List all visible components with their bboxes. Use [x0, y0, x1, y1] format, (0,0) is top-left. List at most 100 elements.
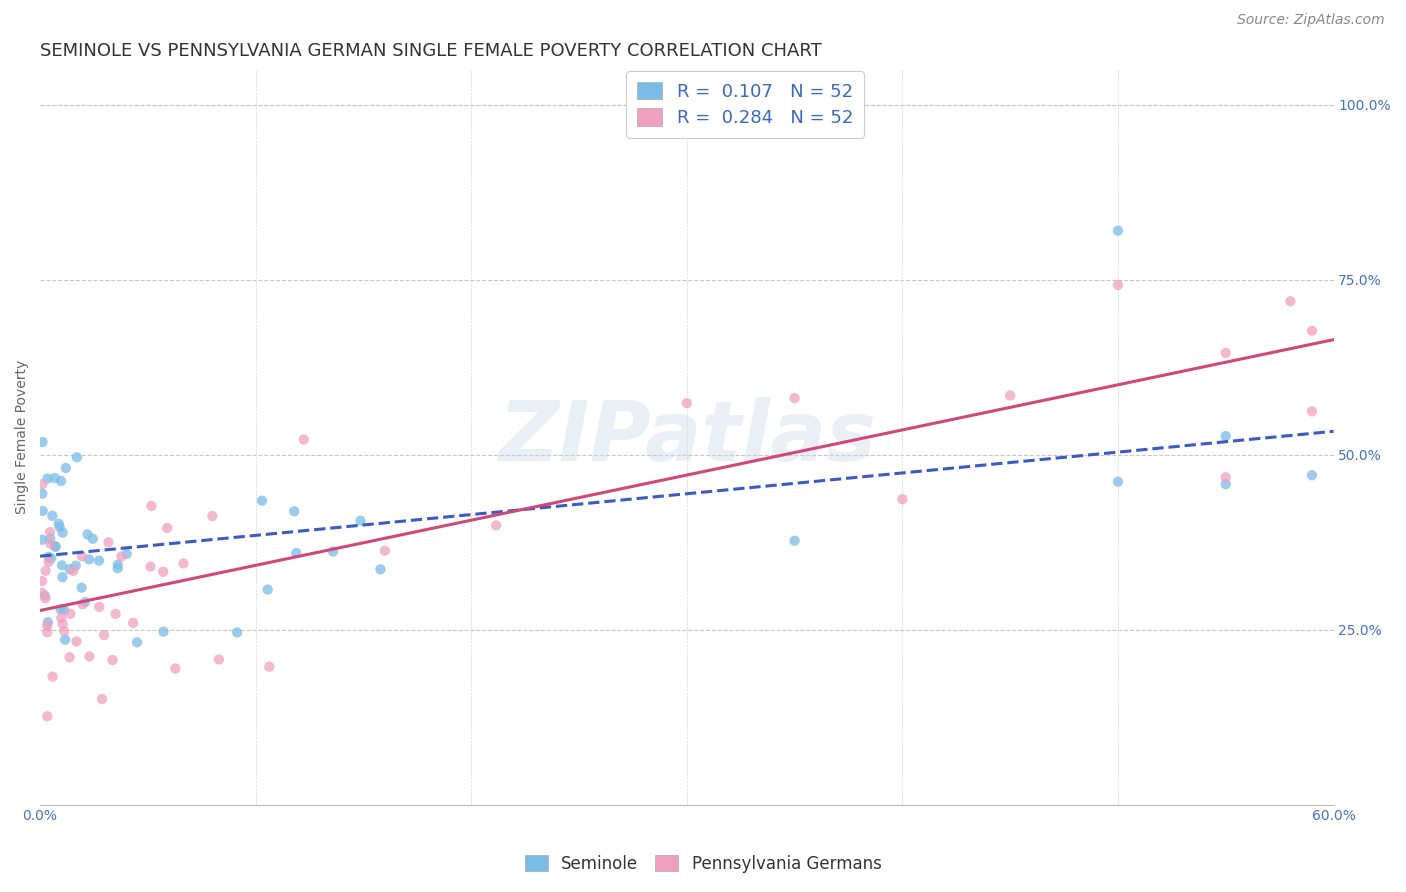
- Point: [53, 624, 76, 639]
- Point: [1301, 404, 1323, 418]
- Point: [37, 619, 59, 633]
- Point: [1215, 429, 1237, 443]
- Text: SEMINOLE VS PENNSYLVANIA GERMAN SINGLE FEMALE POVERTY CORRELATION CHART: SEMINOLE VS PENNSYLVANIA GERMAN SINGLE F…: [41, 42, 823, 60]
- Point: [208, 652, 231, 666]
- Point: [59, 650, 82, 665]
- Point: [783, 391, 806, 405]
- Point: [31, 586, 53, 600]
- Text: Source: ZipAtlas.com: Source: ZipAtlas.com: [1237, 13, 1385, 28]
- Point: [39, 525, 62, 540]
- Point: [34, 564, 56, 578]
- Point: [292, 433, 315, 447]
- Point: [79, 649, 101, 664]
- Point: [87, 553, 110, 567]
- Point: [125, 635, 148, 649]
- Point: [39, 551, 62, 566]
- Point: [1301, 468, 1323, 483]
- Point: [998, 388, 1021, 402]
- Point: [37, 625, 59, 640]
- Point: [283, 504, 305, 518]
- Point: [31, 533, 53, 547]
- Point: [44, 540, 66, 554]
- Point: [1215, 346, 1237, 360]
- Point: [52, 525, 75, 540]
- Point: [34, 591, 56, 606]
- Point: [97, 535, 120, 549]
- Point: [91, 692, 114, 706]
- Point: [1107, 224, 1129, 238]
- Point: [41, 508, 63, 523]
- Point: [37, 615, 59, 630]
- Point: [675, 396, 697, 410]
- Point: [65, 634, 87, 648]
- Point: [31, 574, 53, 588]
- Point: [38, 549, 60, 564]
- Point: [783, 533, 806, 548]
- Point: [259, 659, 281, 673]
- Point: [89, 599, 111, 614]
- Point: [34, 589, 56, 603]
- Point: [31, 477, 53, 491]
- Point: [891, 492, 914, 507]
- Point: [93, 628, 115, 642]
- Point: [52, 617, 75, 632]
- Point: [107, 558, 129, 572]
- Point: [44, 471, 66, 485]
- Point: [76, 527, 98, 541]
- Legend: Seminole, Pennsylvania Germans: Seminole, Pennsylvania Germans: [517, 848, 889, 880]
- Point: [256, 582, 278, 597]
- Point: [285, 546, 308, 560]
- Point: [31, 504, 53, 518]
- Point: [107, 561, 129, 575]
- Point: [152, 624, 174, 639]
- Y-axis label: Single Female Poverty: Single Female Poverty: [15, 360, 30, 515]
- Point: [45, 540, 67, 554]
- Point: [156, 521, 179, 535]
- Point: [322, 544, 344, 558]
- Point: [48, 516, 70, 531]
- Point: [49, 474, 72, 488]
- Point: [104, 607, 127, 621]
- Text: ZIPatlas: ZIPatlas: [498, 397, 876, 477]
- Point: [139, 559, 162, 574]
- Point: [1279, 294, 1302, 309]
- Point: [62, 564, 84, 578]
- Point: [172, 557, 194, 571]
- Point: [66, 450, 89, 465]
- Point: [101, 653, 124, 667]
- Point: [115, 547, 138, 561]
- Point: [1215, 470, 1237, 484]
- Point: [48, 520, 70, 534]
- Point: [53, 632, 76, 647]
- Point: [1107, 475, 1129, 489]
- Point: [31, 435, 53, 450]
- Point: [31, 486, 53, 500]
- Point: [1215, 477, 1237, 491]
- Point: [51, 611, 73, 625]
- Point: [72, 597, 94, 611]
- Point: [53, 603, 76, 617]
- Point: [1301, 324, 1323, 338]
- Point: [165, 661, 187, 675]
- Point: [39, 532, 62, 546]
- Point: [37, 472, 59, 486]
- Point: [1107, 277, 1129, 292]
- Point: [73, 595, 96, 609]
- Point: [122, 615, 145, 630]
- Point: [70, 549, 93, 564]
- Point: [51, 570, 73, 584]
- Point: [374, 543, 396, 558]
- Point: [141, 499, 163, 513]
- Point: [70, 581, 93, 595]
- Point: [250, 493, 273, 508]
- Point: [41, 670, 63, 684]
- Point: [39, 536, 62, 550]
- Point: [38, 555, 60, 569]
- Point: [37, 709, 59, 723]
- Legend: R =  0.107   N = 52, R =  0.284   N = 52: R = 0.107 N = 52, R = 0.284 N = 52: [626, 71, 863, 138]
- Point: [65, 558, 87, 573]
- Point: [55, 461, 77, 475]
- Point: [49, 602, 72, 616]
- Point: [226, 625, 249, 640]
- Point: [82, 532, 104, 546]
